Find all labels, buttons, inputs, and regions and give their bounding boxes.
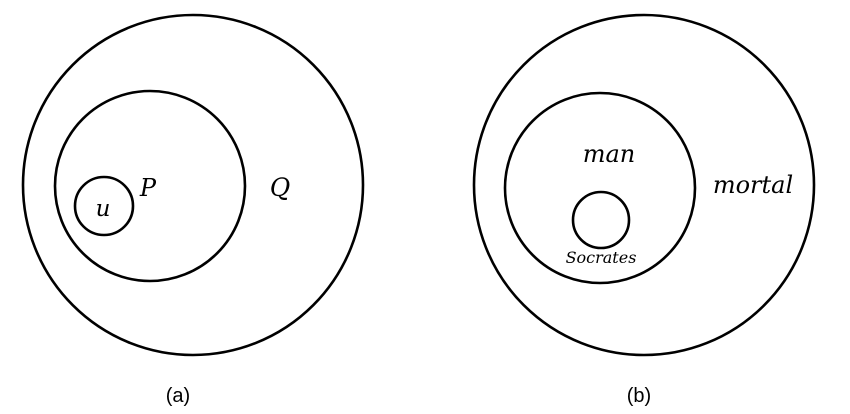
panel-b-outer-circle xyxy=(472,13,816,357)
panel-a-caption: (a) xyxy=(166,385,190,407)
panel-a-inner-circle xyxy=(73,175,135,237)
panel-a: Q P u (a) xyxy=(21,13,365,407)
panel-a-middle-circle xyxy=(53,89,247,283)
panel-b-outer-label: mortal xyxy=(713,171,793,199)
panel-b-middle-circle xyxy=(503,91,697,285)
panel-a-outer-label: Q xyxy=(270,173,291,202)
panel-a-middle-label: P xyxy=(139,174,157,202)
panel-a-outer-circle xyxy=(21,13,365,357)
panel-b-middle-label: man xyxy=(583,140,636,168)
panel-b: mortal man Socrates (b) xyxy=(472,13,816,407)
panel-b-caption: (b) xyxy=(627,385,651,407)
panel-b-inner-label: Socrates xyxy=(566,248,637,267)
panel-a-inner-label: u xyxy=(96,196,111,222)
panel-b-inner-circle xyxy=(571,190,631,250)
